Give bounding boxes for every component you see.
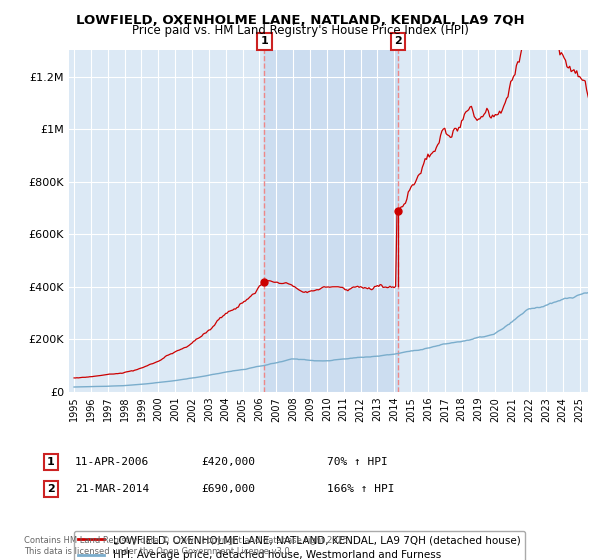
Text: Price paid vs. HM Land Registry's House Price Index (HPI): Price paid vs. HM Land Registry's House … xyxy=(131,24,469,37)
Text: 2: 2 xyxy=(394,36,401,46)
Text: 1: 1 xyxy=(260,36,268,46)
Text: 1: 1 xyxy=(47,457,55,467)
Text: 70% ↑ HPI: 70% ↑ HPI xyxy=(327,457,388,467)
Text: 166% ↑ HPI: 166% ↑ HPI xyxy=(327,484,395,494)
Text: Contains HM Land Registry data © Crown copyright and database right 2025.
This d: Contains HM Land Registry data © Crown c… xyxy=(24,536,350,556)
Text: £420,000: £420,000 xyxy=(201,457,255,467)
Text: £690,000: £690,000 xyxy=(201,484,255,494)
Legend: LOWFIELD, OXENHOLME LANE, NATLAND, KENDAL, LA9 7QH (detached house), HPI: Averag: LOWFIELD, OXENHOLME LANE, NATLAND, KENDA… xyxy=(74,531,524,560)
Text: 11-APR-2006: 11-APR-2006 xyxy=(75,457,149,467)
Text: 2: 2 xyxy=(47,484,55,494)
Text: LOWFIELD, OXENHOLME LANE, NATLAND, KENDAL, LA9 7QH: LOWFIELD, OXENHOLME LANE, NATLAND, KENDA… xyxy=(76,14,524,27)
Text: 21-MAR-2014: 21-MAR-2014 xyxy=(75,484,149,494)
Bar xyxy=(265,50,398,392)
